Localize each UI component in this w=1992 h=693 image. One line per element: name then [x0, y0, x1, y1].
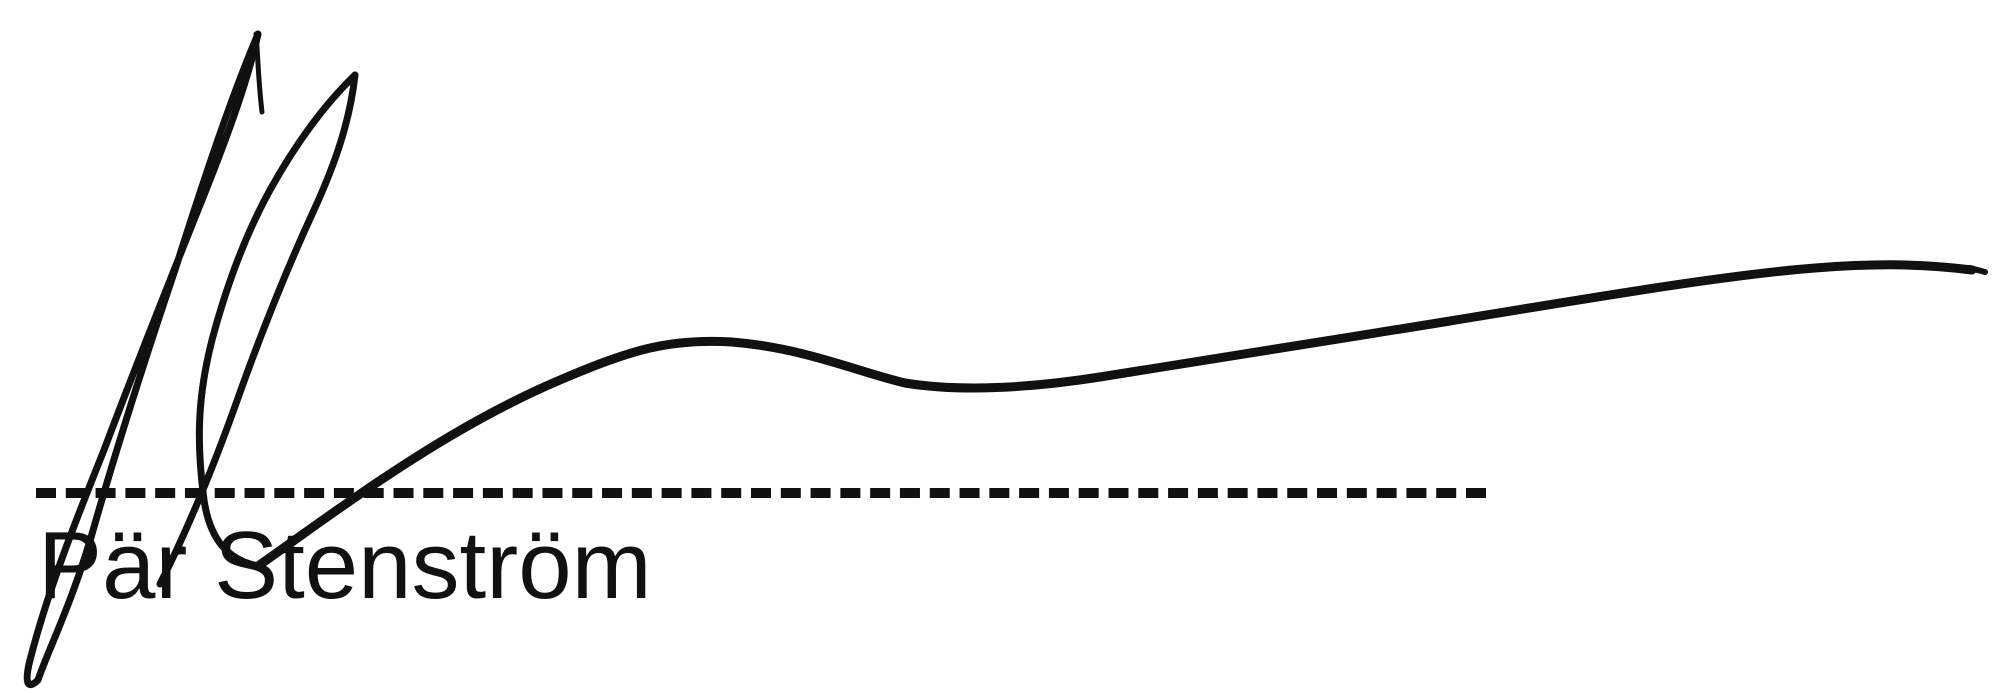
signature-tail	[1967, 265, 1988, 275]
signer-name: Pär Stenström	[38, 512, 652, 619]
signature-line	[36, 488, 1486, 498]
signature-main-stroke	[253, 260, 1977, 571]
signature-stroke-left	[23, 30, 262, 688]
signature-stroke-middle	[253, 31, 265, 115]
signature-stroke-right-return	[156, 71, 359, 588]
signature-stroke-right	[195, 71, 359, 570]
